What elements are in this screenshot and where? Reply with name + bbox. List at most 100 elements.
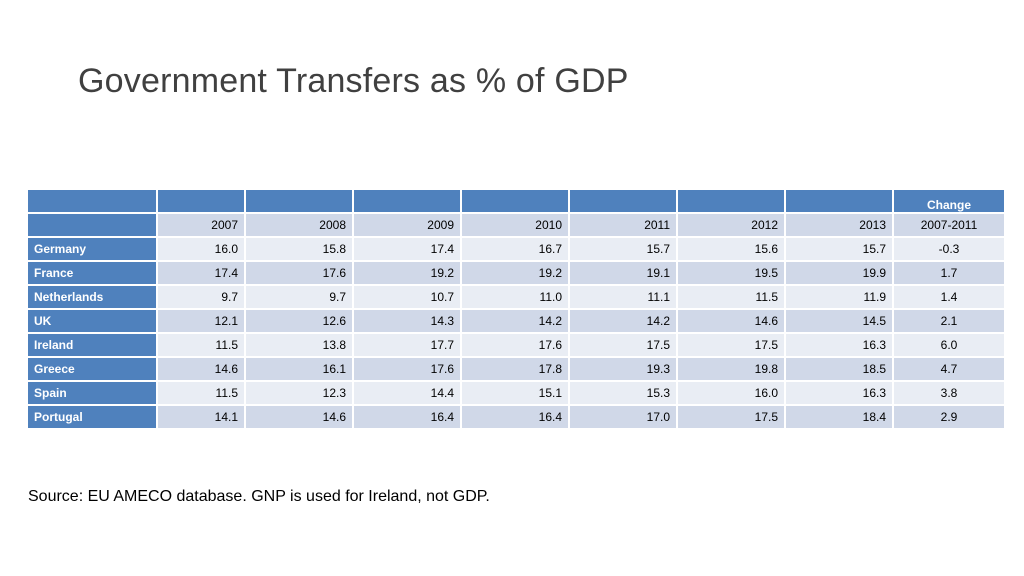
country-cell: Spain <box>28 382 158 406</box>
value-cell: 18.4 <box>786 406 894 430</box>
value-cell: 14.5 <box>786 310 894 334</box>
value-cell: 14.3 <box>354 310 462 334</box>
table-header-top-row: Change <box>28 190 1004 214</box>
value-cell: 17.6 <box>354 358 462 382</box>
value-cell: 17.4 <box>158 262 246 286</box>
change-cell: 3.8 <box>894 382 1004 406</box>
value-cell: 16.4 <box>354 406 462 430</box>
value-cell: 11.5 <box>158 382 246 406</box>
year-header-cell: 2012 <box>678 214 786 238</box>
year-header-cell: 2008 <box>246 214 354 238</box>
table-row: Ireland 11.5 13.8 17.7 17.6 17.5 17.5 16.3 6.0 <box>28 334 1004 358</box>
header-blank-cell <box>570 190 678 214</box>
change-cell: 6.0 <box>894 334 1004 358</box>
header-change-label: Change <box>894 190 1004 214</box>
value-cell: 16.0 <box>678 382 786 406</box>
country-cell: UK <box>28 310 158 334</box>
table-row: Netherlands 9.7 9.7 10.7 11.0 11.1 11.5 11.9 1.4 <box>28 286 1004 310</box>
value-cell: 16.1 <box>246 358 354 382</box>
value-cell: 14.2 <box>570 310 678 334</box>
change-cell: -0.3 <box>894 238 1004 262</box>
value-cell: 11.0 <box>462 286 570 310</box>
country-cell: Germany <box>28 238 158 262</box>
table-row: Greece 14.6 16.1 17.6 17.8 19.3 19.8 18.5 4.7 <box>28 358 1004 382</box>
value-cell: 11.5 <box>678 286 786 310</box>
value-cell: 17.7 <box>354 334 462 358</box>
value-cell: 14.2 <box>462 310 570 334</box>
value-cell: 15.3 <box>570 382 678 406</box>
country-cell: France <box>28 262 158 286</box>
value-cell: 15.7 <box>786 238 894 262</box>
value-cell: 16.0 <box>158 238 246 262</box>
source-note: Source: EU AMECO database. GNP is used f… <box>28 488 490 505</box>
value-cell: 14.1 <box>158 406 246 430</box>
header-blank-cell <box>786 190 894 214</box>
change-period-header-cell: 2007-2011 <box>894 214 1004 238</box>
value-cell: 9.7 <box>158 286 246 310</box>
value-cell: 17.5 <box>678 406 786 430</box>
table-row: Spain 11.5 12.3 14.4 15.1 15.3 16.0 16.3 3.8 <box>28 382 1004 406</box>
value-cell: 12.1 <box>158 310 246 334</box>
value-cell: 15.6 <box>678 238 786 262</box>
header-blank-cell <box>158 190 246 214</box>
value-cell: 12.3 <box>246 382 354 406</box>
value-cell: 16.7 <box>462 238 570 262</box>
value-cell: 16.4 <box>462 406 570 430</box>
table-years-row: 2007 2008 2009 2010 2011 2012 2013 2007-… <box>28 214 1004 238</box>
value-cell: 10.7 <box>354 286 462 310</box>
value-cell: 19.5 <box>678 262 786 286</box>
value-cell: 15.1 <box>462 382 570 406</box>
table-row: Germany 16.0 15.8 17.4 16.7 15.7 15.6 15.7 -0.3 <box>28 238 1004 262</box>
table-row: France 17.4 17.6 19.2 19.2 19.1 19.5 19.9 1.7 <box>28 262 1004 286</box>
value-cell: 17.6 <box>462 334 570 358</box>
table-row: Portugal 14.1 14.6 16.4 16.4 17.0 17.5 18.4 2.9 <box>28 406 1004 430</box>
year-header-cell: 2007 <box>158 214 246 238</box>
header-blank-cell <box>354 190 462 214</box>
country-cell: Netherlands <box>28 286 158 310</box>
value-cell: 17.8 <box>462 358 570 382</box>
change-cell: 4.7 <box>894 358 1004 382</box>
value-cell: 11.1 <box>570 286 678 310</box>
country-cell: Portugal <box>28 406 158 430</box>
header-blank-cell <box>462 190 570 214</box>
year-header-cell: 2013 <box>786 214 894 238</box>
country-cell: Ireland <box>28 334 158 358</box>
value-cell: 14.6 <box>246 406 354 430</box>
value-cell: 13.8 <box>246 334 354 358</box>
value-cell: 14.6 <box>678 310 786 334</box>
header-blank-cell <box>246 190 354 214</box>
value-cell: 9.7 <box>246 286 354 310</box>
value-cell: 16.3 <box>786 382 894 406</box>
change-cell: 2.9 <box>894 406 1004 430</box>
change-cell: 1.7 <box>894 262 1004 286</box>
year-header-cell: 2010 <box>462 214 570 238</box>
value-cell: 18.5 <box>786 358 894 382</box>
slide-title: Government Transfers as % of GDP <box>78 62 629 100</box>
value-cell: 19.8 <box>678 358 786 382</box>
header-blank-cell <box>678 190 786 214</box>
value-cell: 12.6 <box>246 310 354 334</box>
value-cell: 19.1 <box>570 262 678 286</box>
value-cell: 15.8 <box>246 238 354 262</box>
transfers-table: Change 2007 2008 2009 2010 2011 2012 201… <box>28 190 1004 430</box>
change-cell: 1.4 <box>894 286 1004 310</box>
value-cell: 15.7 <box>570 238 678 262</box>
value-cell: 16.3 <box>786 334 894 358</box>
value-cell: 17.5 <box>678 334 786 358</box>
value-cell: 17.0 <box>570 406 678 430</box>
value-cell: 17.5 <box>570 334 678 358</box>
value-cell: 19.9 <box>786 262 894 286</box>
value-cell: 14.4 <box>354 382 462 406</box>
year-header-cell: 2011 <box>570 214 678 238</box>
value-cell: 19.2 <box>462 262 570 286</box>
value-cell: 19.3 <box>570 358 678 382</box>
value-cell: 19.2 <box>354 262 462 286</box>
change-cell: 2.1 <box>894 310 1004 334</box>
year-header-cell: 2009 <box>354 214 462 238</box>
value-cell: 11.5 <box>158 334 246 358</box>
table-row: UK 12.1 12.6 14.3 14.2 14.2 14.6 14.5 2.1 <box>28 310 1004 334</box>
value-cell: 17.4 <box>354 238 462 262</box>
country-cell: Greece <box>28 358 158 382</box>
value-cell: 14.6 <box>158 358 246 382</box>
value-cell: 11.9 <box>786 286 894 310</box>
